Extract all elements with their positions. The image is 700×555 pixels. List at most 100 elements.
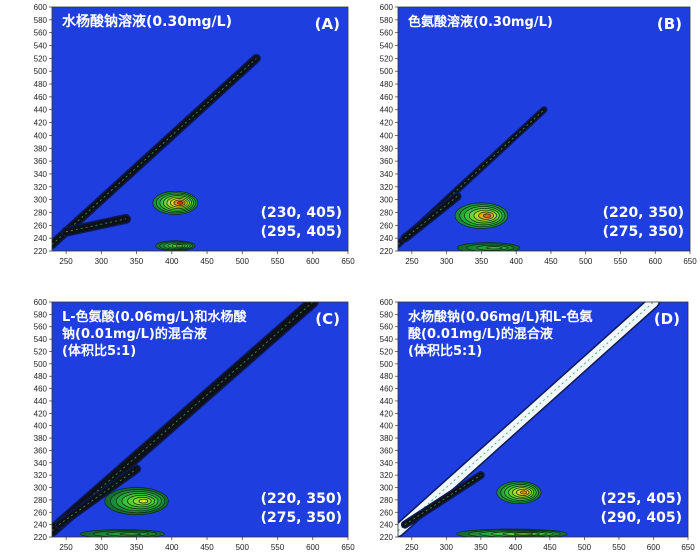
y-tick-label: 420 — [34, 119, 48, 128]
panel-id: (A) — [315, 15, 340, 33]
peak-annotation: (290, 405) — [601, 510, 682, 526]
y-tick-label: 600 — [34, 298, 48, 307]
chart-panel-a: 220 240 260 280 300 320 340 360 380 400 420 440 460 4… — [18, 0, 358, 272]
scatter-band-dots — [66, 218, 127, 233]
y-tick-label: 440 — [34, 397, 48, 406]
x-tick-label: 350 — [475, 257, 489, 266]
chart-panel-d: 220 240 260 280 300 320 340 360 380 400 420 440 460 4… — [368, 296, 698, 555]
x-tick-label: 500 — [236, 543, 250, 552]
y-tick-label: 480 — [380, 372, 394, 381]
y-tick-label: 240 — [380, 234, 394, 243]
y-tick-label: 380 — [380, 434, 394, 443]
x-tick-label: 650 — [683, 257, 697, 266]
x-tick-label: 300 — [95, 257, 109, 266]
y-tick-label: 500 — [34, 360, 48, 369]
x-tick-label: 400 — [165, 257, 179, 266]
y-tick-label: 580 — [380, 16, 394, 25]
x-tick-label: 350 — [130, 543, 144, 552]
x-tick-label: 450 — [543, 543, 557, 552]
x-tick-label: 500 — [578, 543, 592, 552]
plot-frame — [397, 6, 691, 252]
y-tick-label: 580 — [34, 16, 48, 25]
y-tick-label: 360 — [380, 446, 394, 455]
y-tick-label: 280 — [34, 496, 48, 505]
y-tick-label: 280 — [380, 208, 394, 217]
scatter-band-dots — [404, 196, 458, 239]
y-tick-label: 500 — [380, 67, 394, 76]
plot-content — [398, 302, 660, 537]
panel-id: (D) — [654, 310, 680, 328]
y-tick-label: 280 — [34, 208, 48, 217]
y-tick-label: 400 — [380, 131, 394, 140]
peak-annotation: (220, 350) — [261, 491, 342, 507]
y-tick-label: 320 — [34, 183, 48, 192]
contour-level — [486, 246, 503, 250]
y-tick-label: 400 — [34, 131, 48, 140]
plot-content — [52, 302, 319, 537]
x-tick-label: 550 — [271, 257, 285, 266]
y-tick-label: 460 — [380, 93, 394, 102]
scatter-band-dots — [52, 58, 257, 245]
y-tick-label: 360 — [34, 157, 48, 166]
x-tick-label: 350 — [130, 257, 144, 266]
y-tick-label: 300 — [380, 484, 394, 493]
peak-annotation: (230, 405) — [261, 205, 342, 221]
y-tick-label: 280 — [380, 496, 394, 505]
y-tick-label: 540 — [380, 335, 394, 344]
x-tick-label: 400 — [510, 257, 524, 266]
y-tick-label: 300 — [34, 196, 48, 205]
y-tick-label: 600 — [34, 3, 48, 12]
y-tick-label: 380 — [34, 434, 48, 443]
y-tick-label: 220 — [380, 533, 394, 542]
x-tick-label: 650 — [681, 543, 695, 552]
x-tick-label: 250 — [59, 543, 73, 552]
y-tick-label: 440 — [380, 106, 394, 115]
contour-level — [175, 244, 184, 248]
panel-title: 色氨酸溶液(0.30mg/L) — [408, 14, 553, 30]
y-tick-label: 260 — [380, 508, 394, 517]
y-tick-label: 520 — [380, 54, 394, 63]
contour-level — [119, 532, 142, 536]
y-tick-label: 260 — [34, 508, 48, 517]
contour-level — [482, 213, 492, 218]
y-tick-label: 540 — [34, 335, 48, 344]
y-tick-label: 260 — [34, 221, 48, 230]
y-tick-label: 500 — [380, 360, 394, 369]
x-tick-label: 300 — [95, 543, 109, 552]
y-tick-label: 400 — [380, 422, 394, 431]
x-tick-label: 450 — [200, 543, 214, 552]
x-tick-label: 250 — [59, 257, 73, 266]
y-tick-label: 580 — [380, 310, 394, 319]
y-tick-label: 600 — [380, 3, 394, 12]
y-tick-label: 560 — [34, 29, 48, 38]
y-tick-label: 360 — [34, 446, 48, 455]
y-tick-label: 320 — [380, 471, 394, 480]
y-tick-label: 560 — [380, 323, 394, 332]
y-tick-label: 240 — [380, 521, 394, 530]
y-tick-label: 500 — [34, 67, 48, 76]
y-tick-label: 320 — [380, 183, 394, 192]
y-tick-label: 480 — [380, 80, 394, 89]
x-tick-label: 600 — [306, 257, 320, 266]
y-tick-label: 420 — [380, 119, 394, 128]
x-tick-label: 350 — [474, 543, 488, 552]
panel-title: 水杨酸钠溶液(0.30mg/L) — [62, 13, 232, 30]
x-tick-label: 450 — [544, 257, 558, 266]
x-tick-label: 450 — [200, 257, 214, 266]
y-tick-label: 520 — [34, 347, 48, 356]
x-tick-label: 400 — [509, 543, 523, 552]
scatter-band-dots — [404, 474, 482, 525]
y-tick-label: 560 — [34, 323, 48, 332]
y-tick-label: 340 — [34, 459, 48, 468]
panel-title: 酸(0.01mg/L)的混合液 — [408, 326, 553, 342]
y-tick-label: 460 — [34, 385, 48, 394]
x-tick-label: 250 — [405, 257, 419, 266]
y-tick-label: 520 — [380, 347, 394, 356]
peak-annotation: (275, 350) — [261, 510, 342, 526]
scatter-band — [52, 302, 318, 536]
y-tick-label: 440 — [34, 106, 48, 115]
y-tick-label: 380 — [380, 144, 394, 153]
plot-content — [398, 106, 548, 251]
peak-annotation: (220, 350) — [603, 205, 684, 221]
scatter-band-dots — [398, 302, 654, 532]
